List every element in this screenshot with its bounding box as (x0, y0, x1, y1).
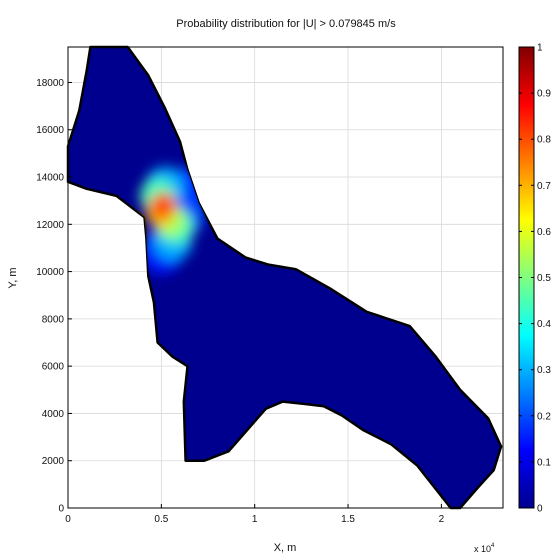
domain-outline (66, 45, 503, 510)
y-tick-label: 12000 (36, 220, 64, 231)
colorbar-ticks: 0 0.1 0.2 0.3 0.4 0.5 0.6 0.7 0.8 0.9 1 (519, 43, 551, 515)
y-tick-label: 10000 (36, 267, 64, 278)
colorbar-tick-label: 0.1 (537, 457, 551, 468)
y-tick-label: 16000 (36, 125, 64, 136)
x-tick-label: 2 (439, 514, 445, 525)
x-tick-label: 1 (252, 514, 258, 525)
axis-ticks: 0 0.5 1 1.5 2 0 2000 4000 6000 8000 10000 12000 1400… (36, 78, 444, 525)
y-tick-label: 14000 (36, 173, 64, 184)
heat-point (150, 192, 177, 219)
colorbar-tick-label: 1 (537, 43, 543, 54)
colorbar-tick-label: 0.6 (537, 227, 551, 238)
colorbar-tick-label: 0 (537, 504, 543, 515)
y-tick-label: 0 (58, 504, 64, 515)
x-tick-label: 1.5 (341, 514, 355, 525)
y-tick-label: 4000 (42, 409, 65, 420)
colorbar-tick-label: 0.2 (537, 411, 551, 422)
colorbar-tick-label: 0.4 (537, 319, 551, 330)
y-axis-label: Y, m (7, 267, 19, 288)
y-tick-label: 8000 (42, 314, 65, 325)
x-axis-exponent: x 104 (474, 543, 495, 554)
colorbar-tick-label: 0.3 (537, 365, 551, 376)
x-tick-label: 0.5 (154, 514, 168, 525)
y-tick-label: 2000 (42, 456, 65, 467)
colorbar-tick-label: 0.5 (537, 273, 551, 284)
y-tick-label: 18000 (36, 78, 64, 89)
plot-frame (67, 46, 504, 509)
colorbar-tick-label: 0.9 (537, 89, 551, 100)
y-tick-label: 6000 (42, 362, 65, 373)
colorbar-tick-label: 0.7 (537, 181, 551, 192)
chart-title: Probability distribution for |U| > 0.079… (176, 18, 396, 30)
colorbar-tick-label: 0.8 (537, 135, 551, 146)
x-tick-label: 0 (65, 514, 71, 525)
x-axis-label: X, m (274, 542, 297, 554)
